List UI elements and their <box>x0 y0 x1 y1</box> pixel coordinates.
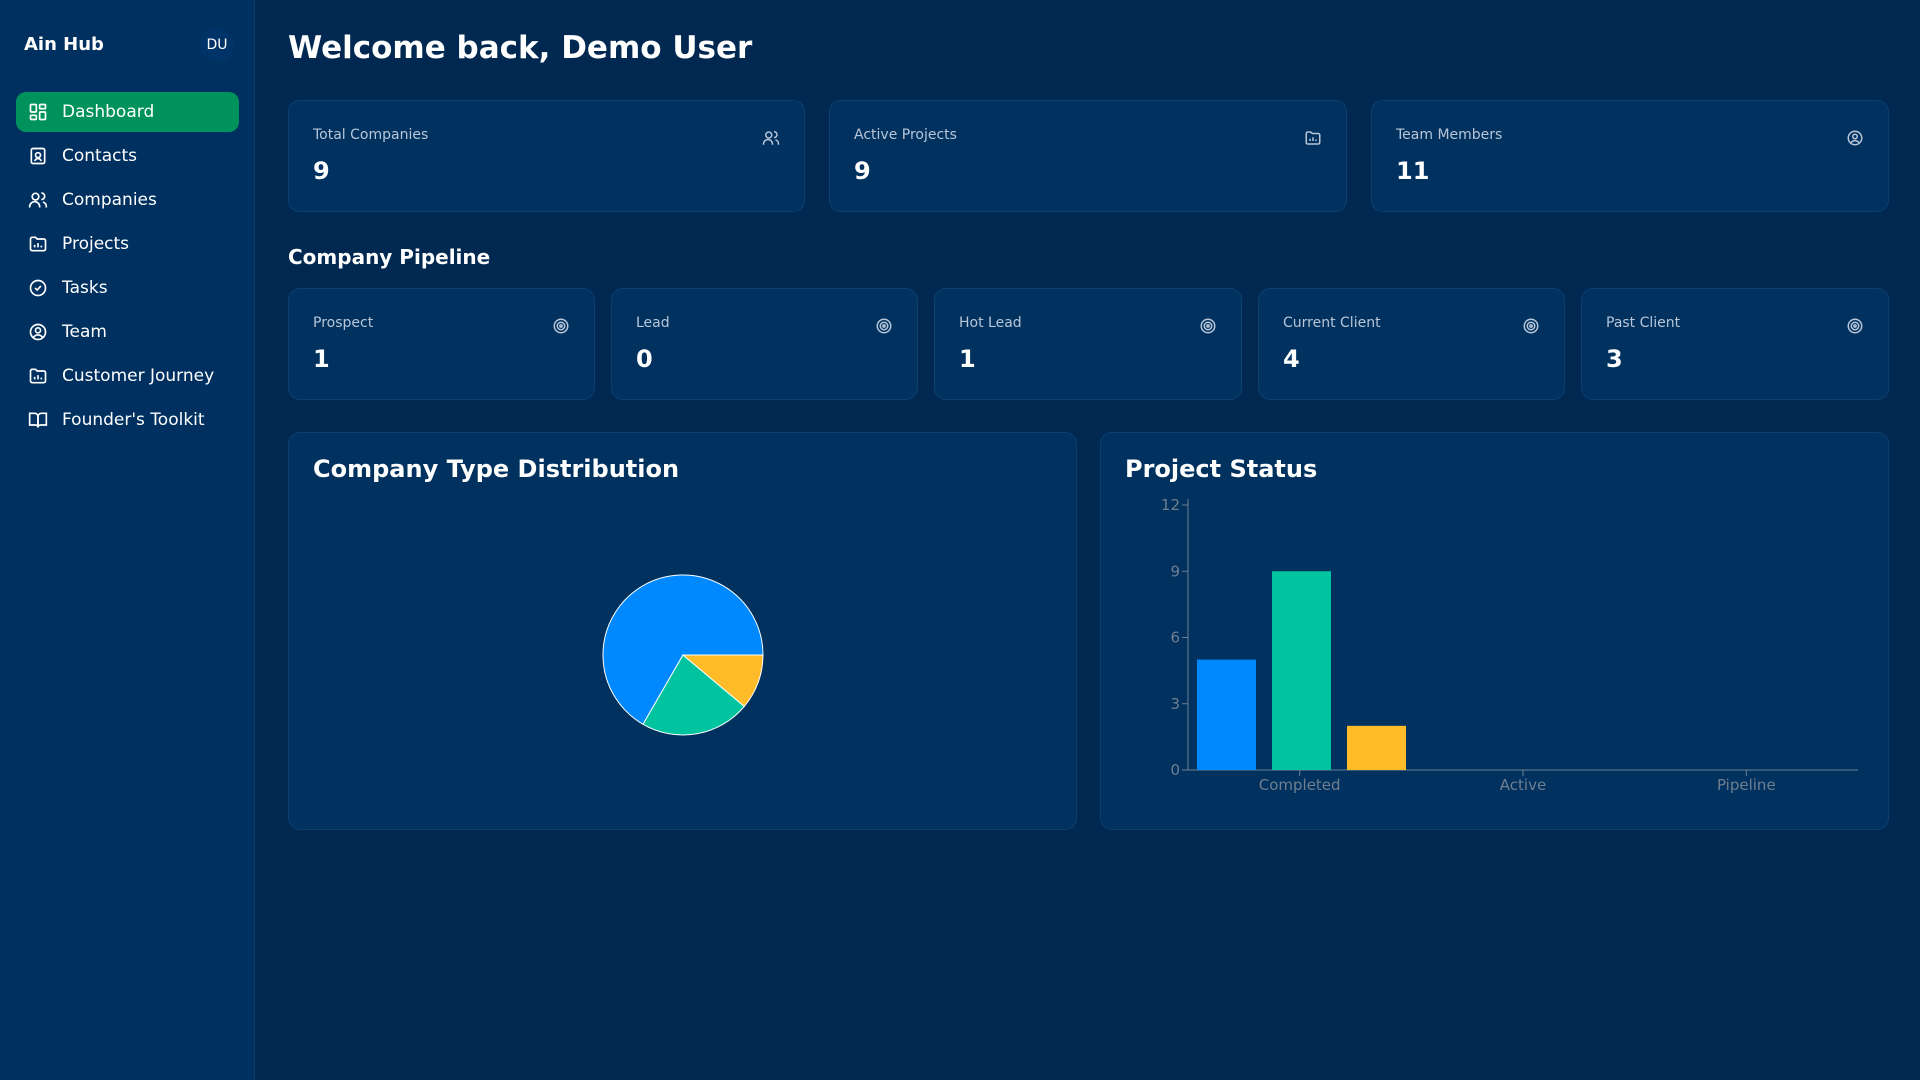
pipeline-card-current-client: Current Client 4 <box>1258 288 1565 400</box>
sidebar-item-contacts[interactable]: Contacts <box>16 136 239 176</box>
sidebar-item-label: Founder's Toolkit <box>62 410 205 430</box>
users-icon <box>28 190 48 210</box>
target-icon <box>1846 317 1864 335</box>
sidebar-item-label: Companies <box>62 190 157 210</box>
contact-card-icon <box>28 146 48 166</box>
target-icon <box>1199 317 1217 335</box>
sidebar-item-label: Team <box>62 322 107 342</box>
users-icon <box>762 129 780 147</box>
brand-name: Ain Hub <box>24 34 104 55</box>
sidebar-item-companies[interactable]: Companies <box>16 180 239 220</box>
stage-label: Current Client <box>1283 315 1381 331</box>
sidebar-item-dashboard[interactable]: Dashboard <box>16 92 239 132</box>
pie-chart <box>602 574 764 736</box>
user-circle-icon <box>1846 129 1864 147</box>
sidebar-item-customer-journey[interactable]: Customer Journey <box>16 356 239 396</box>
x-tick-label: Pipeline <box>1717 776 1776 794</box>
sidebar-item-founders-toolkit[interactable]: Founder's Toolkit <box>16 400 239 440</box>
stage-value: 3 <box>1606 345 1623 373</box>
project-status-panel: 0 3 6 9 12 Completed Active Pipeline Project St… <box>1100 432 1889 830</box>
stat-value: 11 <box>1396 157 1430 185</box>
bar[interactable] <box>1197 659 1256 770</box>
stage-value: 1 <box>959 345 976 373</box>
user-circle-icon <box>28 322 48 342</box>
pipeline-card-prospect: Prospect 1 <box>288 288 595 400</box>
bar-chart: 0 3 6 9 12 Completed Active Pipeline <box>1161 496 1858 794</box>
stage-label: Prospect <box>313 315 374 331</box>
pie-slice[interactable] <box>642 654 745 736</box>
stat-value: 9 <box>854 157 871 185</box>
page-title: Welcome back, Demo User <box>288 30 753 66</box>
check-circle-icon <box>28 278 48 298</box>
stage-value: 0 <box>636 345 653 373</box>
y-tick-label: 0 <box>1170 761 1180 779</box>
pie-slice[interactable] <box>602 574 764 725</box>
pipeline-card-hot-lead: Hot Lead 1 <box>934 288 1242 400</box>
sidebar-item-label: Projects <box>62 234 130 254</box>
target-icon <box>875 317 893 335</box>
avatar[interactable]: DU <box>200 28 234 62</box>
target-icon <box>1522 317 1540 335</box>
sidebar-item-label: Customer Journey <box>62 366 215 386</box>
bar[interactable] <box>1347 725 1406 770</box>
bar[interactable] <box>1272 571 1331 770</box>
brand-row: Ain Hub DU <box>24 28 234 62</box>
company-type-panel: Company Type Distribution <box>288 432 1077 830</box>
folder-chart-icon <box>28 234 48 254</box>
x-tick-label: Active <box>1500 776 1546 794</box>
stage-label: Hot Lead <box>959 315 1022 331</box>
main-content: Welcome back, Demo User Total Companies … <box>288 0 1889 1080</box>
stat-label: Active Projects <box>854 127 957 143</box>
pipeline-card-past-client: Past Client 3 <box>1581 288 1889 400</box>
sidebar-item-projects[interactable]: Projects <box>16 224 239 264</box>
y-tick-label: 9 <box>1170 562 1180 580</box>
sidebar: Ain Hub DU Dashboard Contacts Companies <box>0 0 255 1080</box>
pie-slice[interactable] <box>681 654 764 708</box>
sidebar-item-label: Contacts <box>62 146 137 166</box>
pie-chart-title: Company Type Distribution <box>313 455 680 483</box>
folder-chart-icon <box>28 366 48 386</box>
stage-value: 1 <box>313 345 330 373</box>
bar-chart-title: Project Status <box>1125 455 1318 483</box>
y-tick-label: 6 <box>1170 629 1180 647</box>
book-open-icon <box>28 410 48 430</box>
stage-label: Past Client <box>1606 315 1681 331</box>
sidebar-item-label: Dashboard <box>62 102 155 122</box>
target-icon <box>552 317 570 335</box>
y-tick-label: 3 <box>1170 695 1180 713</box>
sidebar-item-label: Tasks <box>62 278 108 298</box>
stat-card-active-projects: Active Projects 9 <box>829 100 1347 212</box>
stat-label: Total Companies <box>313 127 429 143</box>
stat-value: 9 <box>313 157 330 185</box>
stat-card-total-companies: Total Companies 9 <box>288 100 805 212</box>
sidebar-item-tasks[interactable]: Tasks <box>16 268 239 308</box>
stat-label: Team Members <box>1396 127 1503 143</box>
sidebar-nav: Dashboard Contacts Companies Projects Ta… <box>16 92 239 444</box>
pipeline-title: Company Pipeline <box>288 245 491 269</box>
stage-value: 4 <box>1283 345 1300 373</box>
sidebar-item-team[interactable]: Team <box>16 312 239 352</box>
dashboard-icon <box>28 102 48 122</box>
folder-chart-icon <box>1304 129 1322 147</box>
stat-card-team-members: Team Members 11 <box>1371 100 1889 212</box>
y-tick-label: 12 <box>1161 496 1180 514</box>
x-tick-label: Completed <box>1259 776 1341 794</box>
pipeline-card-lead: Lead 0 <box>611 288 918 400</box>
stage-label: Lead <box>636 315 670 331</box>
